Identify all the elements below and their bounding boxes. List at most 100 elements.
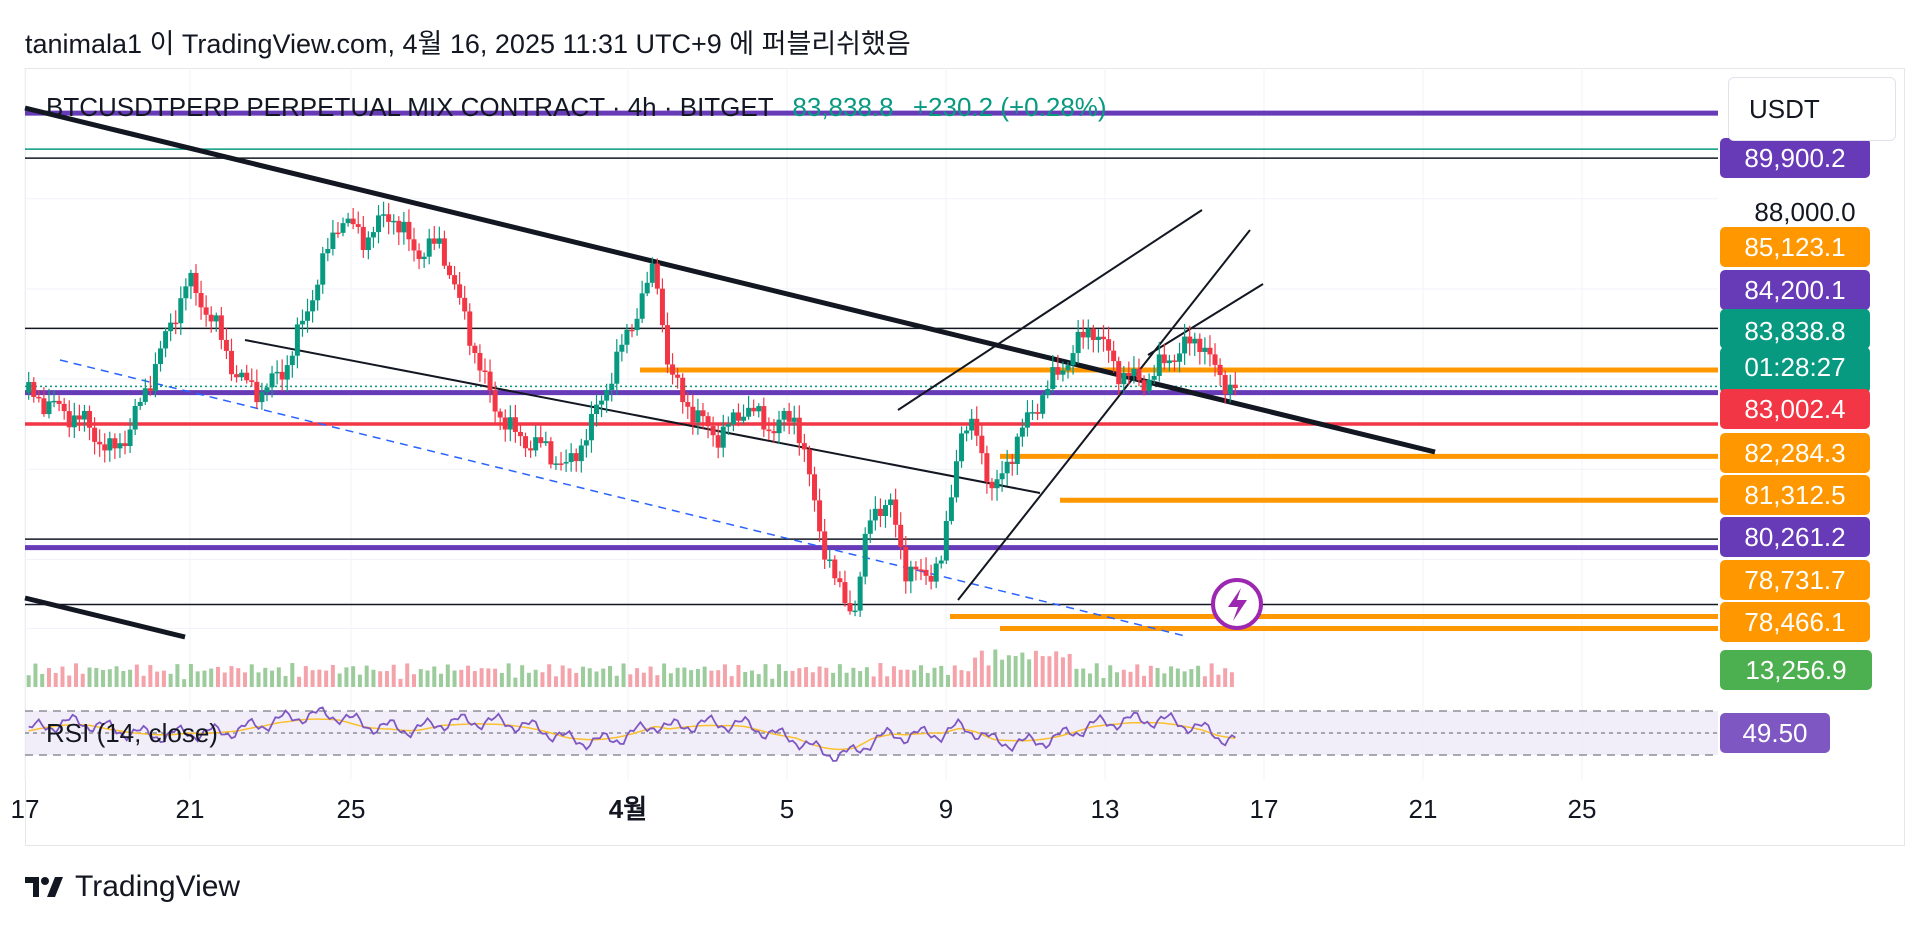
candle-body xyxy=(857,576,863,611)
volume-bar xyxy=(384,671,389,687)
volume-bar xyxy=(425,670,430,687)
candle-body xyxy=(117,443,123,449)
volume-bar xyxy=(472,671,477,687)
candle-body xyxy=(705,416,711,427)
price-label-box xyxy=(1720,713,1830,753)
candle-body xyxy=(1100,336,1106,340)
candle-body xyxy=(51,400,57,403)
candle-body xyxy=(999,473,1005,480)
volume-bar xyxy=(128,669,133,687)
volume-bar xyxy=(344,667,349,687)
volume-bar xyxy=(946,674,951,687)
candle-body xyxy=(827,559,833,562)
price-label-text: 84,200.1 xyxy=(1744,275,1845,305)
candle-body xyxy=(386,214,392,222)
volume-bar xyxy=(418,669,423,687)
candle-body xyxy=(710,426,716,436)
volume-bar xyxy=(411,674,416,687)
volume-bar xyxy=(243,672,248,687)
candle-body xyxy=(974,418,980,436)
candle-body xyxy=(1136,368,1142,381)
volume-bar xyxy=(229,666,234,687)
candle-body xyxy=(56,400,62,404)
volume-bar xyxy=(432,666,437,687)
time-tick: 13 xyxy=(1091,794,1120,824)
price-label-box xyxy=(1720,309,1870,349)
volume-bar xyxy=(722,664,727,687)
volume-bar xyxy=(770,678,775,687)
volume-bar xyxy=(168,673,173,687)
candle-body xyxy=(984,453,990,482)
price-label-text: 78,466.1 xyxy=(1744,607,1845,637)
candle-body xyxy=(213,315,219,322)
candle-body xyxy=(467,311,473,346)
footer-brand[interactable]: TradingView xyxy=(25,870,240,904)
time-tick: 25 xyxy=(337,794,366,824)
price-label-box xyxy=(1720,602,1870,642)
candle-body xyxy=(619,344,625,352)
time-tick: 17 xyxy=(1250,794,1279,824)
candle-body xyxy=(599,400,605,405)
candle-body xyxy=(305,311,311,321)
price-label-box xyxy=(1720,227,1870,267)
volume-bar xyxy=(148,665,153,687)
volume-bar xyxy=(851,667,856,687)
candle-body xyxy=(1014,436,1020,464)
candle-body xyxy=(477,352,483,371)
candle-body xyxy=(61,403,67,412)
candle-body xyxy=(269,373,275,388)
candle-body xyxy=(76,415,82,420)
candle-body xyxy=(1090,328,1096,341)
candle-body xyxy=(644,282,650,294)
volume-bar xyxy=(797,668,802,687)
volume-bar xyxy=(1142,675,1147,687)
volume-bar xyxy=(898,669,903,687)
candle-body xyxy=(1187,336,1193,344)
candle-body xyxy=(254,381,260,403)
candle-body xyxy=(720,426,726,448)
candle-body xyxy=(766,429,772,432)
candle-body xyxy=(791,417,797,422)
price-label-text: 82,284.3 xyxy=(1744,438,1845,468)
candle-body xyxy=(381,214,387,216)
volume-bar xyxy=(743,672,748,687)
publish-header: tanimala1 이 TradingView.com, 4월 16, 2025… xyxy=(25,29,911,59)
candle-body xyxy=(517,431,523,437)
candle-body xyxy=(715,435,721,448)
volume-bar xyxy=(1175,668,1180,687)
candle-body xyxy=(1141,380,1147,392)
candle-body xyxy=(289,355,295,366)
volume-bar xyxy=(601,668,606,687)
volume-bar xyxy=(560,665,565,687)
candle-body xyxy=(299,320,305,325)
volume-bar xyxy=(317,669,322,687)
candle-body xyxy=(137,401,143,407)
candle-body xyxy=(776,419,782,434)
currency-button[interactable]: USDT xyxy=(1728,77,1896,141)
volume-bar xyxy=(864,667,869,687)
candle-body xyxy=(223,339,229,351)
candle-body xyxy=(730,412,736,425)
candle-body xyxy=(1045,388,1051,396)
volume-bar xyxy=(614,675,619,687)
currency-label: USDT xyxy=(1749,93,1820,124)
candle-body xyxy=(1151,376,1157,380)
candle-body xyxy=(1080,331,1086,338)
volume-bar xyxy=(1040,656,1045,687)
lightning-icon[interactable] xyxy=(1211,578,1263,630)
candle-body xyxy=(649,263,655,283)
candle-body xyxy=(335,232,341,235)
trendline xyxy=(24,105,1436,455)
candle-body xyxy=(218,315,224,340)
volume-bar xyxy=(716,670,721,687)
candle-body xyxy=(249,380,255,382)
candle-body xyxy=(416,250,422,260)
volume-bar xyxy=(702,666,707,687)
candle-body xyxy=(614,351,620,384)
volume-bar xyxy=(1087,673,1092,687)
candle-body xyxy=(1030,412,1036,414)
volume-bar xyxy=(777,664,782,687)
candle-body xyxy=(1111,350,1117,362)
candle-body xyxy=(330,232,336,249)
